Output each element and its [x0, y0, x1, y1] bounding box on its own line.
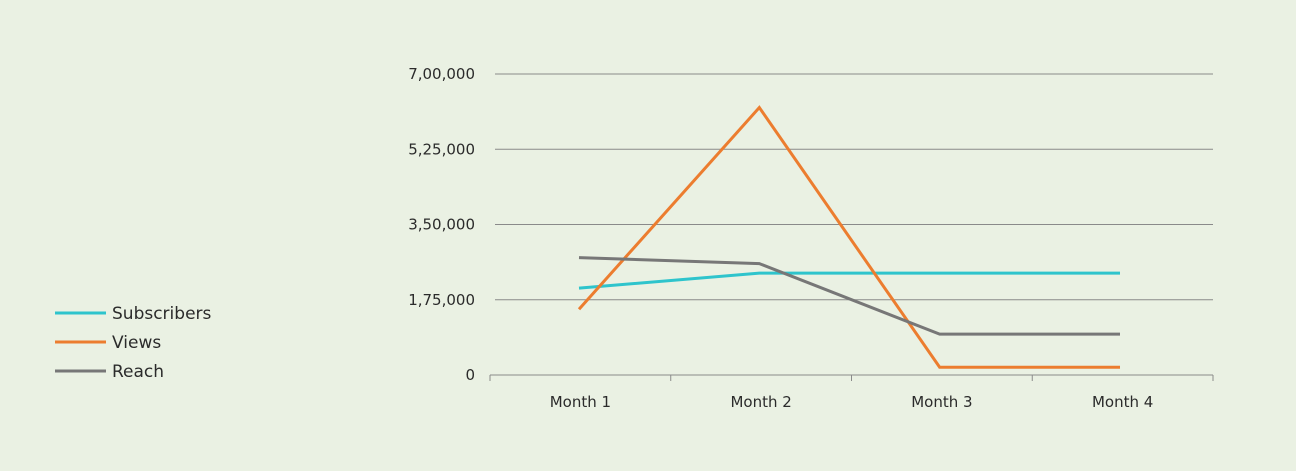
legend-label: Subscribers — [112, 304, 212, 324]
y-tick-label: 1,75,000 — [408, 291, 475, 309]
series-line-reach — [578, 256, 1120, 336]
series-line-views — [577, 105, 1120, 369]
x-axis-tick-labels: Month 1 Month 2 Month 3 Month 4 — [550, 393, 1154, 411]
y-tick-label: 0 — [465, 366, 475, 384]
x-axis — [489, 374, 1214, 381]
y-tick-label: 5,25,000 — [408, 140, 475, 158]
x-tick-label: Month 3 — [911, 393, 972, 411]
legend-item-reach: Reach — [55, 362, 164, 382]
series-lines — [577, 105, 1120, 369]
x-tick-label: Month 4 — [1092, 393, 1153, 411]
legend-label: Views — [112, 333, 161, 353]
series-line-subscribers — [578, 271, 1120, 290]
y-axis-tick-labels: 0 1,75,000 3,50,000 5,25,000 7,00,000 — [408, 65, 475, 384]
legend-item-views: Views — [55, 333, 161, 353]
x-tick-label: Month 1 — [550, 393, 611, 411]
legend: Subscribers Views Reach — [55, 304, 212, 382]
legend-item-subscribers: Subscribers — [55, 304, 212, 324]
y-tick-label: 3,50,000 — [408, 216, 475, 234]
x-tick-label: Month 2 — [730, 393, 791, 411]
y-tick-label: 7,00,000 — [408, 65, 475, 83]
gridlines — [495, 73, 1213, 301]
legend-label: Reach — [112, 362, 164, 382]
